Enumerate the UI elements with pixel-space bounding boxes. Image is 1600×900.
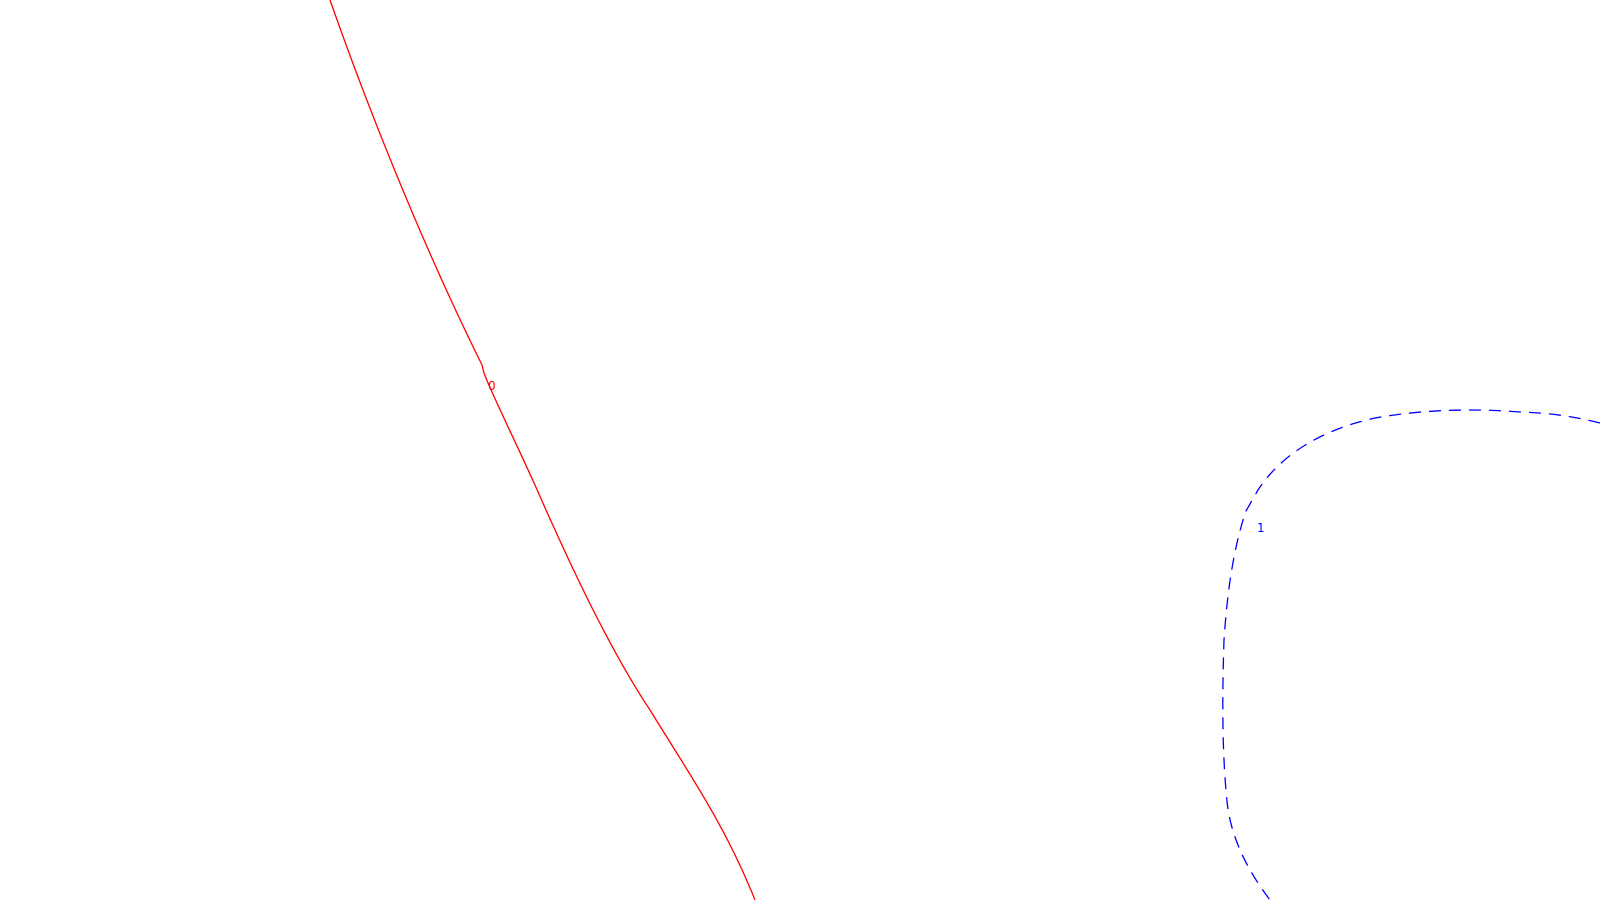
- contour-line-0: [329, 0, 756, 900]
- contour-line-1: [1222, 409, 1600, 900]
- contour-label-0: 0: [488, 379, 496, 393]
- contour-label-1: 1: [1257, 521, 1265, 535]
